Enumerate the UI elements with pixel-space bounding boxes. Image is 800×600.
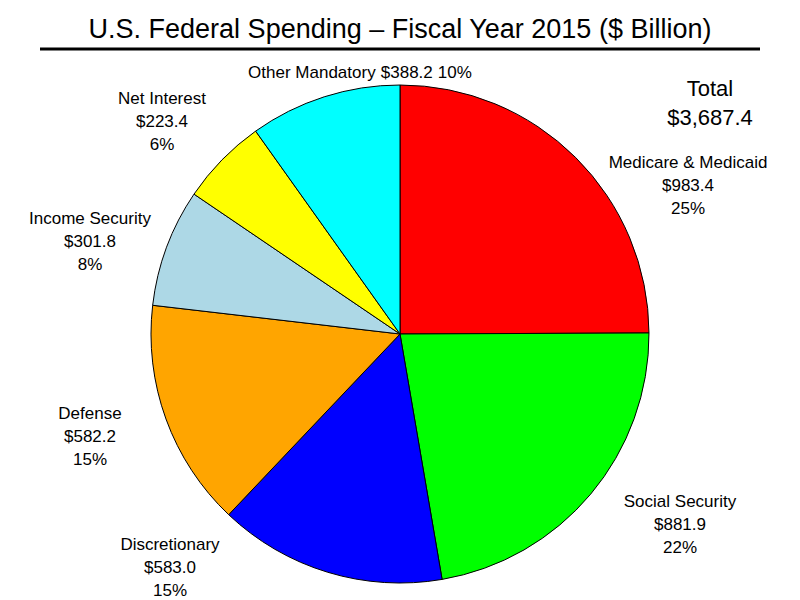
slice-label: Medicare & Medicaid	[609, 153, 768, 172]
slice-label: Income Security	[29, 209, 151, 228]
slice-label-group: Other Mandatory $388.2 10%	[248, 63, 472, 82]
value-label: $223.4	[136, 112, 188, 131]
percent-label: 22%	[663, 538, 697, 557]
value-label: $301.8	[64, 232, 116, 251]
total-value: $3,687.4	[667, 105, 753, 130]
percent-label: 8%	[78, 255, 103, 274]
slice-label-group: Discretionary $583.0 15%	[120, 535, 220, 600]
value-label: $881.9	[654, 515, 706, 534]
value-label: $983.4	[662, 176, 714, 195]
value-label: $582.2	[64, 427, 116, 446]
total-title: Total	[687, 76, 733, 101]
percent-label: 25%	[671, 199, 705, 218]
percent-label: 10%	[438, 63, 472, 82]
slice-label: Other Mandatory	[248, 63, 376, 82]
title-rule	[40, 48, 760, 51]
pie-slice	[256, 85, 400, 334]
slice-label-group: Defense $582.2 15%	[58, 404, 121, 469]
percent-label: 15%	[73, 450, 107, 469]
chart: U.S. Federal Spending – Fiscal Year 2015…	[0, 0, 800, 600]
slice-label: Discretionary	[120, 535, 220, 554]
value-label: $388.2	[381, 63, 433, 82]
pie-slice	[400, 333, 649, 579]
title: U.S. Federal Spending – Fiscal Year 2015…	[89, 14, 712, 44]
slices	[151, 85, 649, 583]
slice-label-group: Net Interest $223.4 6%	[118, 89, 206, 154]
slice-label: Net Interest	[118, 89, 206, 108]
value-label: $583.0	[144, 558, 196, 577]
percent-label: 6%	[150, 135, 175, 154]
data-labels: Medicare & Medicaid $983.4 25% Social Secur…	[29, 63, 767, 600]
slice-label: Social Security	[624, 492, 737, 511]
pie-slice	[400, 85, 649, 334]
pie-slice	[151, 305, 400, 514]
slice-label-group: Income Security $301.8 8%	[29, 209, 151, 274]
slice-label-group: Social Security $881.9 22%	[624, 492, 737, 557]
percent-label: 15%	[153, 581, 187, 600]
slice-label-group: Medicare & Medicaid $983.4 25%	[609, 153, 768, 218]
slice-label: Defense	[58, 404, 121, 423]
